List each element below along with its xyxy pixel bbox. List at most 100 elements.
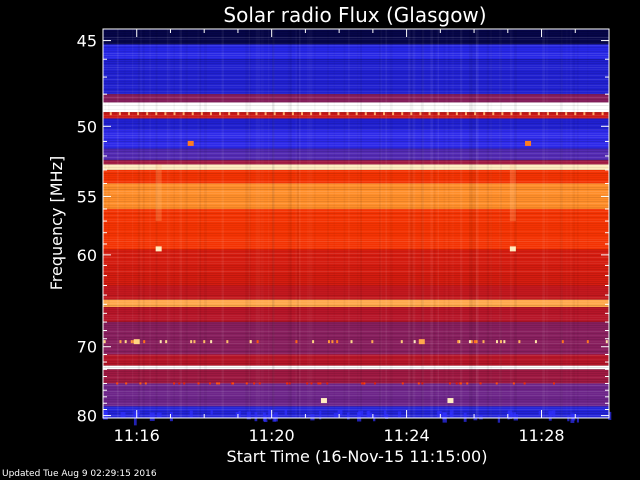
frequency-band xyxy=(103,299,609,308)
noise-stripe xyxy=(103,289,609,290)
low-band-burst xyxy=(397,411,402,418)
noise-streak xyxy=(572,29,576,418)
speckle xyxy=(473,340,476,344)
speckle xyxy=(470,340,473,344)
low-band-burst xyxy=(133,415,137,426)
noise-stripe xyxy=(103,365,609,366)
low-band-burst xyxy=(337,409,343,416)
low-band-burst xyxy=(368,413,373,419)
noise-stripe xyxy=(103,291,609,292)
noise-stripe xyxy=(103,153,609,154)
low-band-burst xyxy=(169,411,173,422)
line-dot xyxy=(191,112,194,116)
speckle xyxy=(286,382,289,385)
noise-stripe xyxy=(103,339,609,340)
line-dot xyxy=(392,112,395,116)
low-band-burst xyxy=(576,414,579,423)
noise-streak xyxy=(186,29,188,418)
noise-streak xyxy=(473,29,477,418)
noise-stripe xyxy=(103,273,609,274)
noise-stripe xyxy=(103,301,609,302)
line-dot xyxy=(182,112,185,116)
noise-stripe xyxy=(103,197,609,198)
low-band-burst xyxy=(548,410,553,415)
noise-stripe xyxy=(103,349,609,350)
frequency-band xyxy=(103,354,609,366)
noise-streak xyxy=(142,29,145,418)
noise-stripe xyxy=(103,53,609,54)
noise-stripe xyxy=(103,287,609,288)
low-band-burst xyxy=(120,411,126,419)
speckle xyxy=(258,382,261,385)
noise-streak xyxy=(542,29,545,418)
burst-mark xyxy=(155,246,162,252)
noise-stripe xyxy=(103,249,609,250)
noise-stripe xyxy=(103,321,609,322)
frequency-band xyxy=(103,383,609,407)
noise-streak xyxy=(257,29,260,418)
x-tick-label: 11:24 xyxy=(384,426,430,445)
low-band-burst xyxy=(263,415,268,423)
plot-frame xyxy=(102,28,610,419)
noise-stripe xyxy=(103,383,609,384)
noise-stripe xyxy=(103,147,609,148)
noise-stripe xyxy=(103,47,609,48)
noise-stripe xyxy=(103,139,609,140)
noise-stripe xyxy=(103,159,609,160)
noise-stripe xyxy=(103,123,609,124)
noise-stripe xyxy=(103,385,609,386)
speckle xyxy=(455,382,458,385)
noise-streak xyxy=(307,29,309,418)
line-dot xyxy=(200,112,203,116)
low-band-burst xyxy=(552,410,556,417)
speckle xyxy=(401,382,404,385)
noise-stripe xyxy=(103,347,609,348)
speckle xyxy=(124,340,127,344)
speckle xyxy=(457,340,460,344)
noise-stripe xyxy=(103,215,609,216)
speckle xyxy=(459,382,462,385)
line-dot xyxy=(282,112,285,116)
noise-streak xyxy=(433,29,436,418)
noise-streak xyxy=(314,29,316,418)
frequency-band xyxy=(103,183,609,209)
speckle xyxy=(226,340,229,344)
speckle xyxy=(317,382,320,385)
line-dot xyxy=(446,112,449,116)
noise-stripe xyxy=(103,121,609,122)
noise-stripe xyxy=(103,363,609,364)
line-dot xyxy=(273,112,276,116)
frequency-band xyxy=(103,148,609,161)
line-dot xyxy=(537,112,540,116)
noise-streak xyxy=(570,29,572,418)
noise-streak xyxy=(179,29,183,418)
speckle xyxy=(203,340,206,344)
line-dot xyxy=(483,112,486,116)
noise-stripe xyxy=(103,89,609,90)
noise-stripe xyxy=(103,355,609,356)
noise-stripe xyxy=(103,281,609,282)
noise-stripe xyxy=(103,69,609,70)
x-tick-label: 11:28 xyxy=(518,426,564,445)
line-dot xyxy=(237,112,240,116)
noise-stripe xyxy=(103,405,609,406)
frequency-band xyxy=(103,94,609,103)
noise-streak xyxy=(271,29,275,418)
noise-stripe xyxy=(103,239,609,240)
noise-streak xyxy=(379,29,381,418)
axes: 45 50 55 60 70 80 11:16 11:20 11:24 11:28 xyxy=(77,28,610,445)
noise-stripe xyxy=(103,41,609,42)
noise-stripe xyxy=(103,169,609,170)
x-tick-label: 11:16 xyxy=(114,426,160,445)
noise-streak xyxy=(296,29,300,418)
noise-stripe xyxy=(103,179,609,180)
low-band-burst xyxy=(310,414,315,421)
noise-stripe xyxy=(103,119,609,120)
low-band-burst xyxy=(333,413,338,419)
frequency-band xyxy=(103,169,609,184)
speckle xyxy=(210,340,213,344)
noise-stripe xyxy=(103,395,609,396)
noise-stripe xyxy=(103,165,609,166)
noise-stripe xyxy=(103,183,609,184)
noise-streak xyxy=(248,29,251,418)
